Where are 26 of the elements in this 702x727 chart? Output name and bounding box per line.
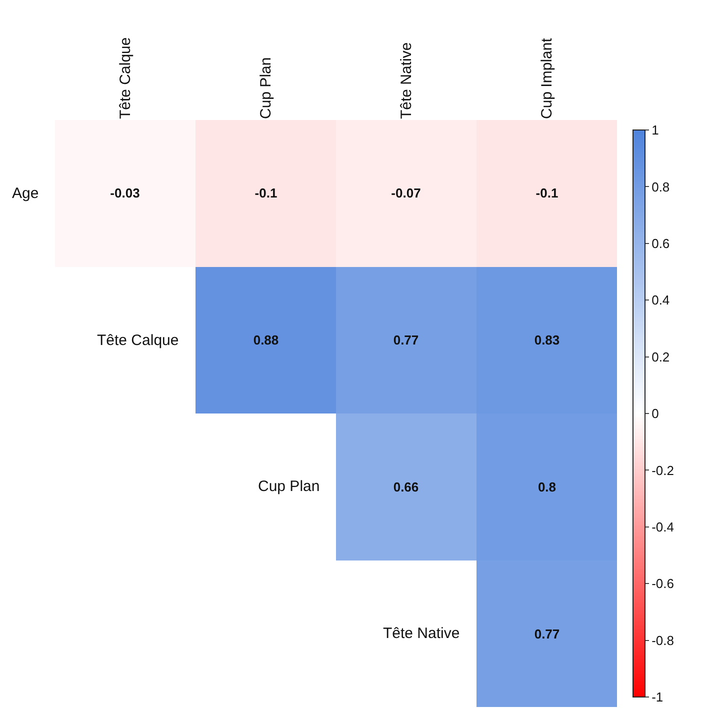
data-label: 0.77 [534,626,560,642]
color-bar-label: -0.4 [652,519,674,534]
color-bar-label: -1 [652,690,664,705]
color-bar-label: 0.8 [652,179,670,194]
x-tick-label: Tête Native [398,42,416,119]
data-label: 0.8 [538,480,556,495]
color-bar-label: 1 [652,122,659,138]
data-label: 0.66 [393,480,419,495]
data-label: -0.03 [110,186,140,201]
color-bar-label: 0 [652,406,659,422]
data-label: -0.1 [536,186,558,201]
x-tick-label: Tête Calque [117,37,134,119]
color-bar-label: -0.6 [652,576,674,592]
data-label: 0.88 [253,332,279,348]
color-bar-label: -0.2 [652,462,674,478]
x-tick-label: Cup Plan [258,57,275,119]
data-label: 0.77 [393,332,419,348]
color-bar-label: 0.6 [652,236,670,251]
x-tick-label: Cup Implant [538,37,556,119]
data-label: -0.1 [254,186,278,201]
data-label: 0.83 [534,332,560,348]
color-bar-label: -0.8 [652,632,674,648]
data-label: -0.07 [391,186,421,201]
y-tick-label: Age [12,185,39,202]
color-bar-label: 0.4 [652,292,670,308]
color-bar-label: 0.2 [652,349,670,364]
